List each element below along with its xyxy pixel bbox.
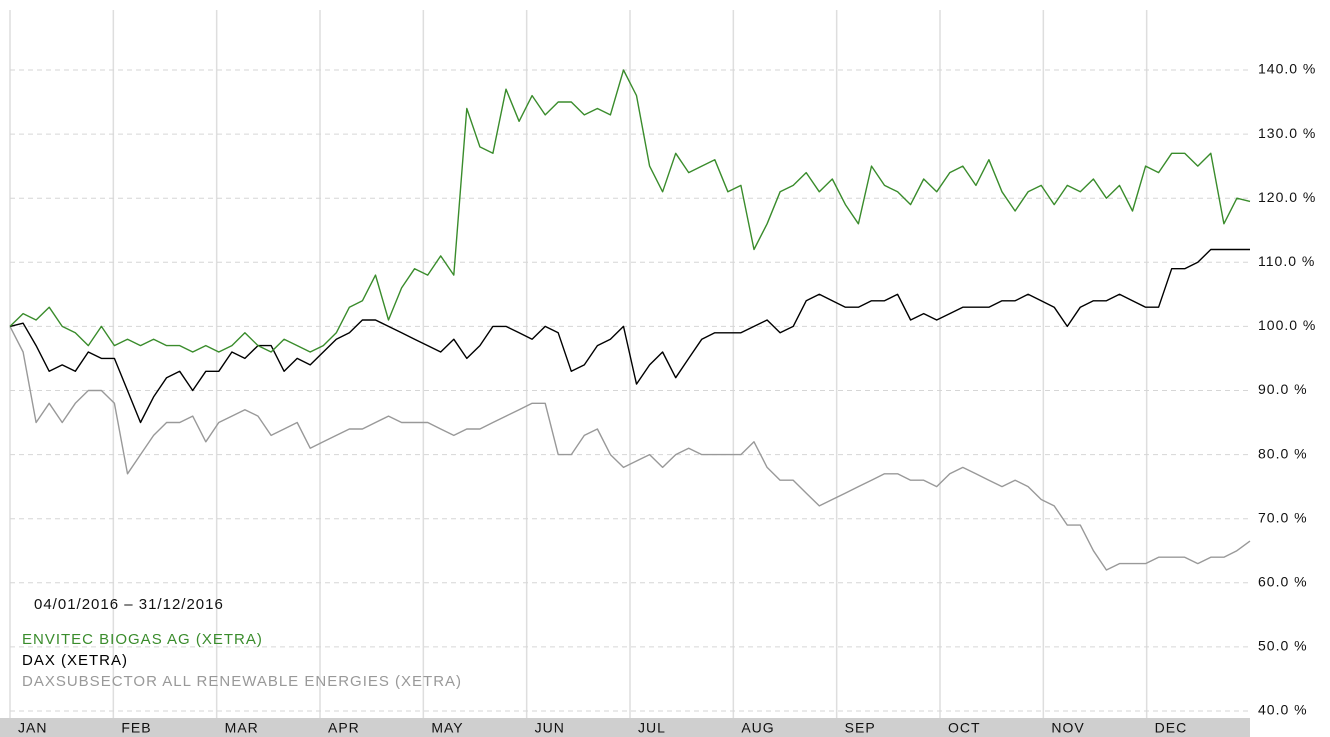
- x-tick-label: APR: [328, 720, 360, 736]
- x-tick-label: MAR: [225, 720, 259, 736]
- x-tick-label: MAY: [431, 720, 463, 736]
- y-tick-label: 80.0 %: [1258, 445, 1308, 461]
- background: [9, 10, 1250, 718]
- legend-entry: DAX (XETRA): [22, 652, 128, 669]
- x-tick-label: FEB: [121, 720, 151, 736]
- x-tick-label: OCT: [948, 720, 981, 736]
- y-tick-label: 40.0 %: [1258, 702, 1308, 718]
- legend-entry: ENVITEC BIOGAS AG (XETRA): [22, 631, 263, 648]
- x-axis-bar: [0, 718, 1250, 737]
- x-tick-label: JUN: [535, 720, 565, 736]
- y-tick-label: 50.0 %: [1258, 638, 1308, 654]
- y-tick-label: 70.0 %: [1258, 509, 1308, 525]
- y-tick-label: 140.0 %: [1258, 61, 1316, 77]
- series-line: [9, 69, 1251, 353]
- x-tick-label: NOV: [1051, 720, 1084, 736]
- x-tick-label: JAN: [18, 720, 47, 736]
- y-tick-label: 60.0 %: [1258, 573, 1308, 589]
- y-tick-label: 110.0 %: [1258, 253, 1315, 269]
- y-tick-label: 90.0 %: [1258, 381, 1308, 397]
- series-line: [9, 248, 1250, 424]
- date-range: 04/01/2016 – 31/12/2016: [34, 596, 224, 613]
- y-tick-label: 130.0 %: [1258, 125, 1316, 141]
- x-tick-label: AUG: [741, 720, 774, 736]
- x-tick-label: DEC: [1155, 720, 1188, 736]
- x-tick-label: JUL: [638, 720, 666, 736]
- y-tick-label: 120.0 %: [1258, 189, 1316, 205]
- legend-entry: DAXSUBSECTOR ALL RENEWABLE ENERGIES (XET…: [22, 673, 462, 690]
- series-line: [9, 326, 1251, 571]
- y-tick-label: 100.0 %: [1258, 317, 1316, 333]
- x-tick-label: SEP: [845, 720, 876, 736]
